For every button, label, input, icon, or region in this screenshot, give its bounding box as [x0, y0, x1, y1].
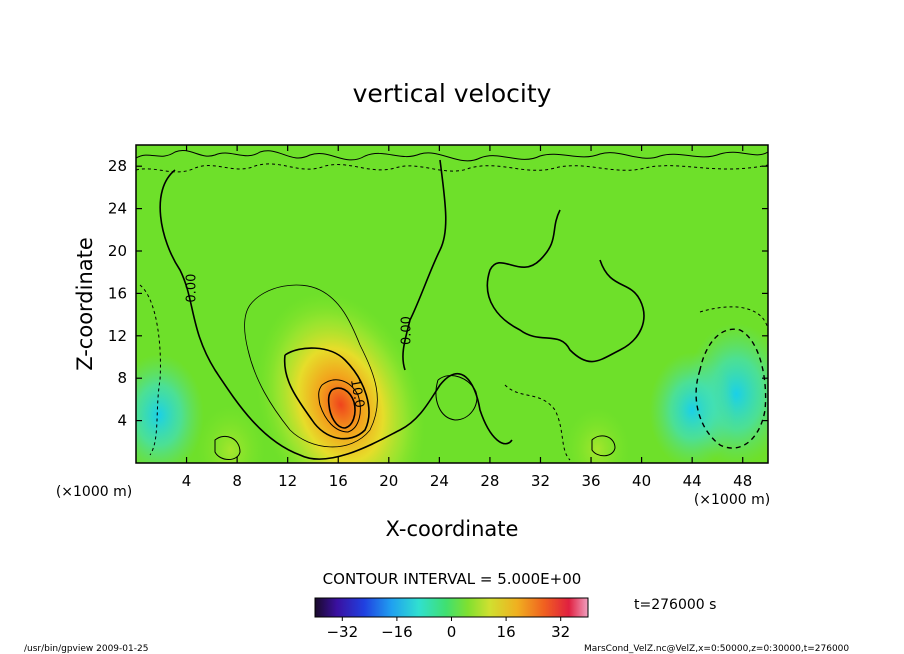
y-axis-label: Z-coordinate	[73, 237, 97, 371]
contour-label: 0.00	[399, 316, 414, 345]
colorbar-gradient	[314, 597, 589, 618]
footer-right: MarsCond_VelZ.nc@VelZ,x=0:50000,z=0:3000…	[584, 644, 849, 654]
positive-contour	[435, 375, 478, 421]
y-tick-label: 8	[117, 369, 127, 387]
colorbar-tick-label: −16	[381, 623, 413, 641]
positive-contour	[318, 379, 361, 433]
time-text: t=276000 s	[634, 597, 716, 613]
x-tick-label: 36	[581, 472, 600, 490]
negative-contour	[695, 328, 767, 449]
positive-contour	[244, 284, 378, 448]
top-noise-contour	[136, 163, 768, 173]
y-tick-label: 4	[117, 412, 127, 430]
plot-frame	[135, 144, 769, 464]
x-tick-label: 8	[232, 472, 242, 490]
x-tick-label: 16	[329, 472, 348, 490]
contour-label: 10.0	[347, 378, 367, 409]
field-negative-blob	[136, 354, 204, 463]
x-tick-label: 4	[182, 472, 192, 490]
y-tick-label: 20	[108, 242, 127, 260]
y-tick-label: 16	[108, 284, 127, 302]
zero-contour	[486, 209, 645, 363]
x-tick-label: 48	[733, 472, 752, 490]
positive-contour	[283, 347, 370, 440]
x-tick-label: 24	[430, 472, 449, 490]
colorbar-tick-label: 32	[551, 623, 570, 641]
field-negative-blob	[649, 352, 736, 463]
plot-area: 0.00 0.00 10.0	[135, 144, 769, 464]
y-tick-label: 24	[108, 200, 127, 218]
x-tick-label: 40	[632, 472, 651, 490]
x-unit-left: (×1000 m)	[56, 484, 132, 500]
colorbar-tick-label: 0	[447, 623, 457, 641]
footer-left: /usr/bin/gpview 2009-01-25	[24, 644, 148, 654]
positive-contour	[214, 436, 241, 460]
colorbar-tick-label: −32	[326, 623, 358, 641]
x-tick-label: 32	[531, 472, 550, 490]
y-tick-label: 12	[108, 327, 127, 345]
top-noise-contour	[136, 150, 768, 162]
y-axis: 4 8 12 16 20 24 28	[108, 157, 768, 430]
field-positive-blob	[196, 405, 266, 463]
contour-label: 0.00	[184, 274, 199, 303]
x-tick-label: 44	[683, 472, 702, 490]
contour-lines	[136, 150, 768, 461]
x-axis-label: X-coordinate	[386, 517, 519, 541]
x-tick-label: 20	[379, 472, 398, 490]
field-positive-blob	[564, 407, 630, 463]
x-unit-right: (×1000 m)	[694, 492, 770, 508]
field-max-blob	[256, 291, 426, 463]
zero-contour	[402, 159, 447, 371]
contour-interval-text: CONTOUR INTERVAL = 5.000E+00	[323, 570, 582, 588]
x-tick-label: 28	[480, 472, 499, 490]
negative-contour	[699, 306, 768, 331]
colorbar-ticks: −32 −16 0 16 32	[326, 617, 570, 641]
x-tick-label: 12	[278, 472, 297, 490]
negative-contour	[504, 384, 571, 461]
colorbar: −32 −16 0 16 32	[314, 597, 589, 641]
colorbar-tick-label: 16	[497, 623, 516, 641]
positive-contour	[591, 435, 616, 457]
y-tick-label: 28	[108, 157, 127, 175]
chart-title: vertical velocity	[353, 79, 552, 108]
contour-labels: 0.00 0.00 10.0	[184, 274, 414, 409]
positive-contour	[327, 387, 356, 429]
field-features	[136, 291, 768, 463]
x-axis: 4 8 12 16 20 24 28 32 36 40 44 48	[182, 145, 752, 490]
